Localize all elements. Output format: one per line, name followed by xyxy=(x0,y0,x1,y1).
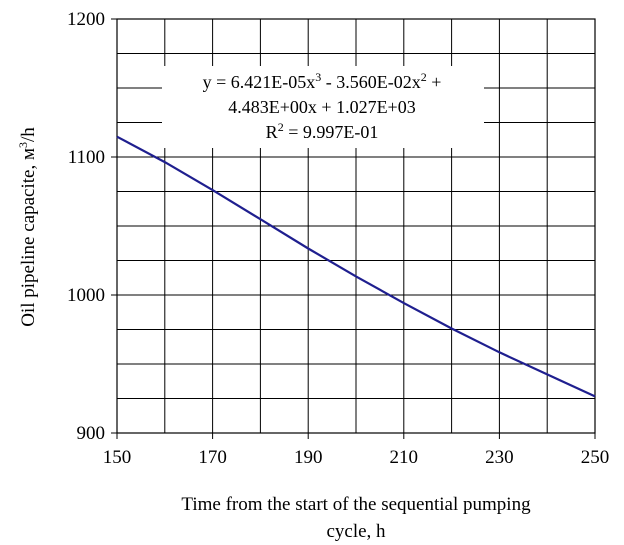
equation-line-1-a: y = 6.421E-05x xyxy=(203,72,316,92)
series-line-0 xyxy=(116,135,596,398)
equation-line-1-c: + xyxy=(427,72,442,92)
y-axis-title-main: Oil pipeline capacite, м xyxy=(18,148,39,327)
equation-line-1-sup-b: 2 xyxy=(421,70,427,84)
x-axis-title-line-2: cycle, h xyxy=(326,521,386,542)
x-axis-title-line-1: Time from the start of the sequential pu… xyxy=(181,494,531,515)
equation-line-3-a: R xyxy=(266,122,278,142)
y-tick-label-3: 1200 xyxy=(67,9,105,30)
tick-labels: 150 170 190 210 230 250 900 1000 1100 1200 xyxy=(67,9,609,468)
x-tick-label-2: 190 xyxy=(294,447,323,468)
y-axis-title-sup: 3 xyxy=(16,142,30,148)
x-tick-label-0: 150 xyxy=(103,447,132,468)
x-tick-label-3: 210 xyxy=(390,447,419,468)
equation-line-3: R2 = 9.997E-01 xyxy=(266,120,379,142)
equation-background xyxy=(162,66,484,148)
equation-line-2: 4.483E+00x + 1.027E+03 xyxy=(228,97,415,117)
equation-line-3-sup: 2 xyxy=(278,120,284,134)
y-axis-title-tail: /h xyxy=(18,127,39,142)
x-tick-label-1: 170 xyxy=(198,447,227,468)
y-tick-label-1: 1000 xyxy=(67,285,105,306)
equation-line-1-b: - 3.560E-02x xyxy=(321,72,420,92)
equation-line-3-b: = 9.997E-01 xyxy=(284,122,379,142)
y-tick-label-2: 1100 xyxy=(68,147,105,168)
y-axis-title: Oil pipeline capacite, м3/h xyxy=(16,127,39,327)
x-tick-label-5: 250 xyxy=(581,447,610,468)
plot-border xyxy=(116,18,596,434)
equation-line-1-sup-a: 3 xyxy=(315,70,321,84)
y-tick-label-0: 900 xyxy=(77,423,106,444)
series xyxy=(116,135,596,398)
equation-line-1: y = 6.421E-05x3 - 3.560E-02x2 + xyxy=(203,70,442,92)
x-tick-label-4: 230 xyxy=(485,447,514,468)
equation-annotation: y = 6.421E-05x3 - 3.560E-02x2 + 4.483E+0… xyxy=(162,66,484,148)
